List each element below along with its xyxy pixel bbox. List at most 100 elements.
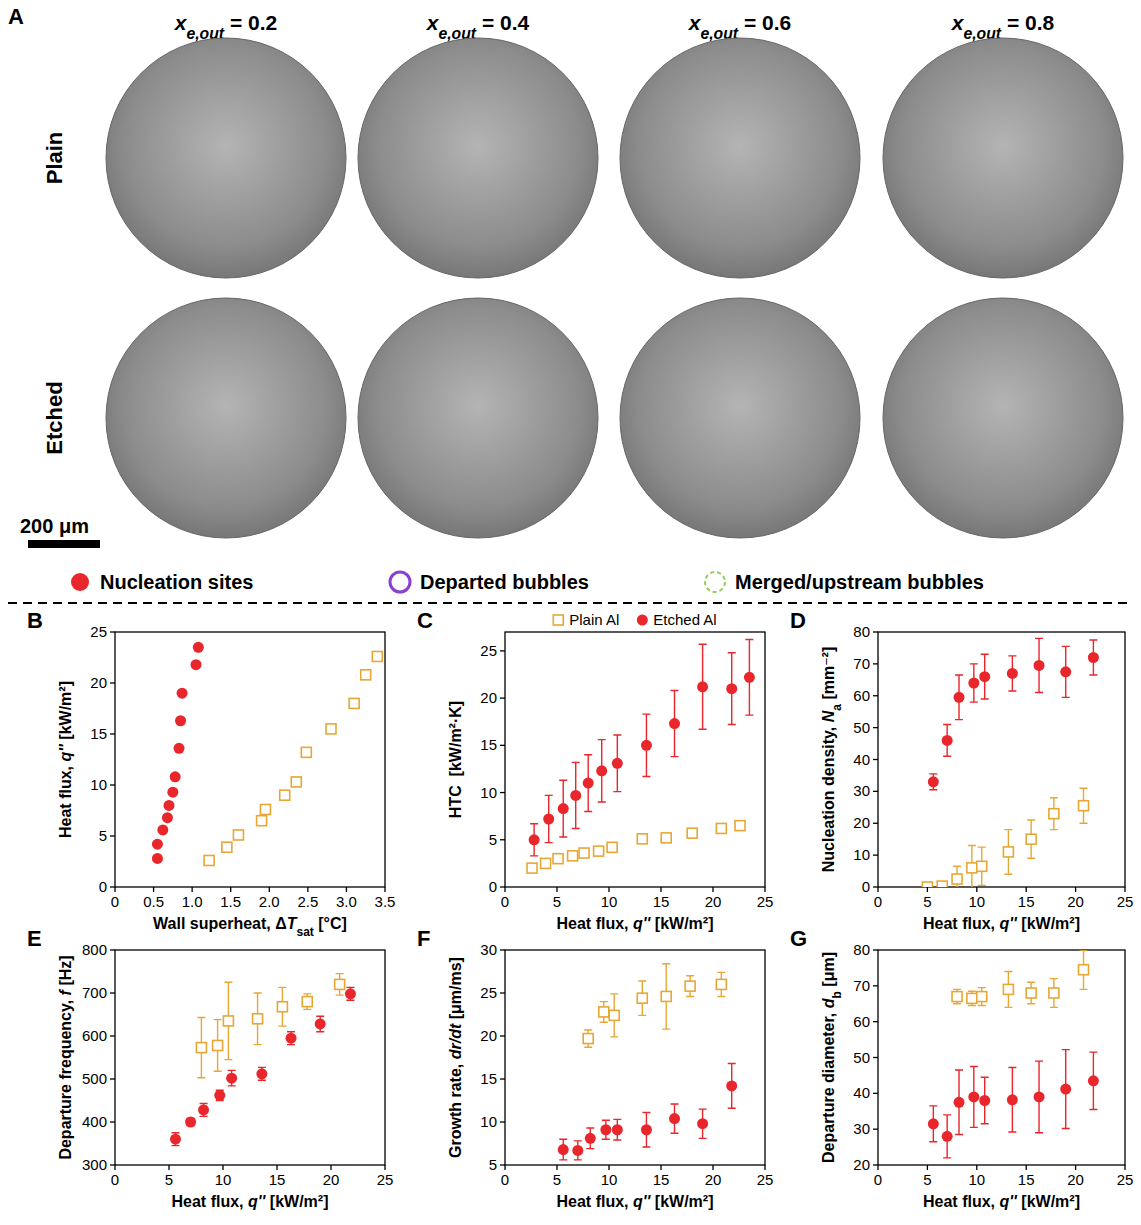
text-part: = 0.2: [224, 11, 277, 34]
y-tick: [110, 1035, 115, 1036]
text-part: [kW/m²]: [57, 681, 74, 744]
y-tick-label: 15: [480, 736, 497, 753]
point: [600, 1124, 611, 1135]
point: [942, 735, 953, 746]
x-tick: [1026, 887, 1027, 892]
text-part: Heat flux,: [923, 915, 999, 932]
point: [280, 790, 290, 800]
point: [191, 659, 202, 670]
error-bar: [600, 1002, 608, 1023]
point: [641, 740, 652, 751]
point: [609, 1010, 619, 1020]
point: [162, 812, 173, 823]
y-tick-label: 5: [489, 831, 497, 848]
text-part: Heat flux,: [57, 762, 74, 838]
point: [687, 828, 697, 838]
x-tick-label: 5: [553, 1171, 561, 1188]
error-bar: [197, 1018, 205, 1078]
point: [979, 671, 990, 682]
x-tick-label: 15: [653, 1171, 670, 1188]
point: [1088, 1075, 1099, 1086]
text-part: [kW/m²]: [650, 1193, 713, 1210]
y-tick-label: 10: [480, 784, 497, 801]
text-part: Heat flux,: [923, 1193, 999, 1210]
x-tick-label: 25: [1117, 893, 1134, 910]
x-tick-label: 0: [111, 893, 119, 910]
point: [928, 776, 939, 787]
point: [942, 1131, 953, 1142]
chart-scatter: 051015202551015202530Heat flux, q'' [kW/…: [417, 926, 773, 1210]
point: [170, 771, 181, 782]
x-tick-label: 25: [757, 893, 774, 910]
x-tick-label: 5: [923, 1171, 931, 1188]
x-tick: [330, 1165, 331, 1170]
y-tick: [500, 792, 505, 793]
point: [527, 863, 537, 873]
y-tick: [873, 695, 878, 696]
y-tick: [110, 1078, 115, 1079]
micrograph: [106, 38, 346, 278]
panel-label: E: [27, 926, 42, 951]
x-tick: [153, 887, 154, 892]
error-bar: [224, 982, 232, 1059]
error-bar: [336, 974, 344, 996]
point: [1049, 988, 1059, 998]
error-bar: [214, 1020, 222, 1072]
point: [164, 800, 175, 811]
error-bar: [1004, 830, 1012, 875]
y-tick: [873, 854, 878, 855]
separator: [8, 602, 1133, 604]
point: [744, 672, 755, 683]
y-tick: [873, 631, 878, 632]
x-tick-label: 2.5: [297, 893, 318, 910]
point: [1007, 668, 1018, 679]
point: [326, 724, 336, 734]
point: [372, 651, 382, 661]
text-part: dr/dt: [447, 1023, 464, 1059]
micrograph: [358, 38, 598, 278]
point: [952, 874, 962, 884]
y-tick: [500, 949, 505, 950]
y-tick-label: 400: [82, 1113, 107, 1130]
y-tick: [500, 839, 505, 840]
x-tick: [877, 887, 878, 892]
y-tick-label: 300: [82, 1156, 107, 1173]
legend-label: Plain Al: [569, 611, 619, 628]
text-part: [μm]: [820, 952, 837, 991]
x-tick-label: 0: [874, 1171, 882, 1188]
point: [585, 1133, 596, 1144]
text-part: [μm/ms]: [447, 957, 464, 1024]
panel-label: F: [417, 926, 430, 951]
point: [661, 833, 671, 843]
legend-marker: [71, 573, 89, 591]
error-bar: [1027, 982, 1035, 1004]
x-tick: [660, 1165, 661, 1170]
point: [1079, 965, 1089, 975]
micrograph: [883, 38, 1123, 278]
x-tick-label: 10: [968, 893, 985, 910]
y-tick-label: 5: [99, 827, 107, 844]
point: [253, 1014, 263, 1024]
legend: Plain AlEtched Al: [553, 611, 716, 628]
x-tick-label: 10: [968, 1171, 985, 1188]
text-part: [kW/m²]: [650, 915, 713, 932]
legend-label: Nucleation sites: [100, 571, 253, 593]
point: [697, 681, 708, 692]
x-tick-label: 1.0: [182, 893, 203, 910]
point: [152, 839, 163, 850]
point: [669, 1113, 680, 1124]
point: [599, 1007, 609, 1017]
x-tick: [384, 887, 385, 892]
point: [685, 981, 695, 991]
point: [193, 642, 204, 653]
y-tick: [110, 992, 115, 993]
error-bar: [686, 976, 694, 997]
text-part: HTC [kW/m²·K]: [447, 701, 464, 818]
y-tick: [873, 949, 878, 950]
y-axis-title: HTC [kW/m²·K]: [447, 701, 464, 818]
data-group: [558, 964, 737, 1160]
point: [558, 803, 569, 814]
y-tick-label: 5: [489, 1156, 497, 1173]
y-tick: [500, 697, 505, 698]
point: [1034, 1091, 1045, 1102]
